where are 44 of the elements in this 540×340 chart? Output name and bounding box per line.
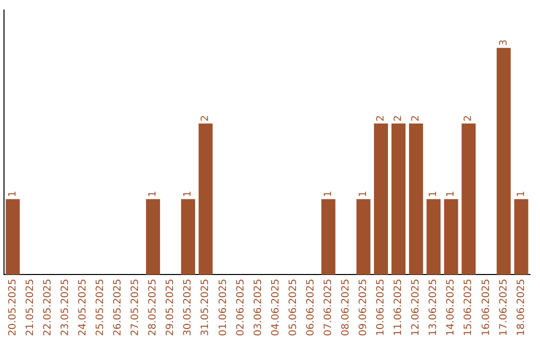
x-tick-label: 24.05.2025 (77, 278, 88, 336)
data-label: 2 (463, 115, 474, 122)
x-tick-label: 11.06.2025 (393, 278, 404, 336)
x-tick-label: 09.06.2025 (358, 278, 370, 336)
x-tick-label: 05.06.2025 (288, 278, 299, 336)
x-tick-label: 01.06.2025 (218, 278, 229, 336)
data-label: 1 (446, 190, 457, 198)
x-tick-label: 07.06.2025 (322, 278, 334, 336)
x-tick-label: 02.06.2025 (235, 278, 246, 336)
x-tick-label: 06.06.2025 (305, 278, 316, 336)
x-tick-label: 31.05.2025 (200, 278, 212, 336)
x-tick-label: 26.05.2025 (112, 278, 124, 336)
x-tick-label: 17.06.2025 (498, 278, 510, 336)
data-label: 1 (516, 190, 527, 198)
x-tick-label: 15.06.2025 (463, 278, 474, 336)
data-label: 1 (7, 190, 18, 198)
x-tick-label: 14.06.2025 (446, 278, 457, 336)
x-tick-label: 21.05.2025 (24, 278, 36, 336)
x-tick-label: 27.05.2025 (130, 278, 142, 336)
data-label: 1 (148, 190, 159, 198)
x-tick-label: 22.05.2025 (42, 278, 54, 336)
x-tick-label: 12.06.2025 (410, 278, 422, 336)
x-tick-label: 30.05.2025 (182, 278, 194, 336)
x-tick-label: 28.05.2025 (148, 278, 159, 336)
data-label: 1 (358, 190, 370, 198)
data-label: 2 (376, 115, 387, 122)
x-tick-label: 03.06.2025 (252, 278, 264, 336)
data-label: 2 (200, 115, 212, 122)
x-tick-label: 23.05.2025 (60, 278, 71, 336)
data-label: 1 (182, 190, 194, 198)
x-tick-label: 10.06.2025 (376, 278, 387, 336)
x-tick-label: 08.06.2025 (340, 278, 352, 336)
x-tick-label: 29.05.2025 (165, 278, 176, 336)
x-tick-label: 16.06.2025 (480, 278, 492, 336)
data-label: 2 (393, 115, 404, 122)
x-tick-label: 25.05.2025 (95, 278, 106, 336)
data-label: 3 (498, 39, 510, 46)
x-tick-label: 18.06.2025 (516, 278, 527, 336)
x-tick-label: 13.06.2025 (428, 278, 440, 336)
x-tick-label: 04.06.2025 (270, 278, 282, 336)
data-label: 2 (410, 115, 422, 122)
data-label: 1 (322, 190, 334, 198)
x-tick-label: 20.05.2025 (7, 278, 18, 336)
data-label: 1 (428, 190, 440, 198)
